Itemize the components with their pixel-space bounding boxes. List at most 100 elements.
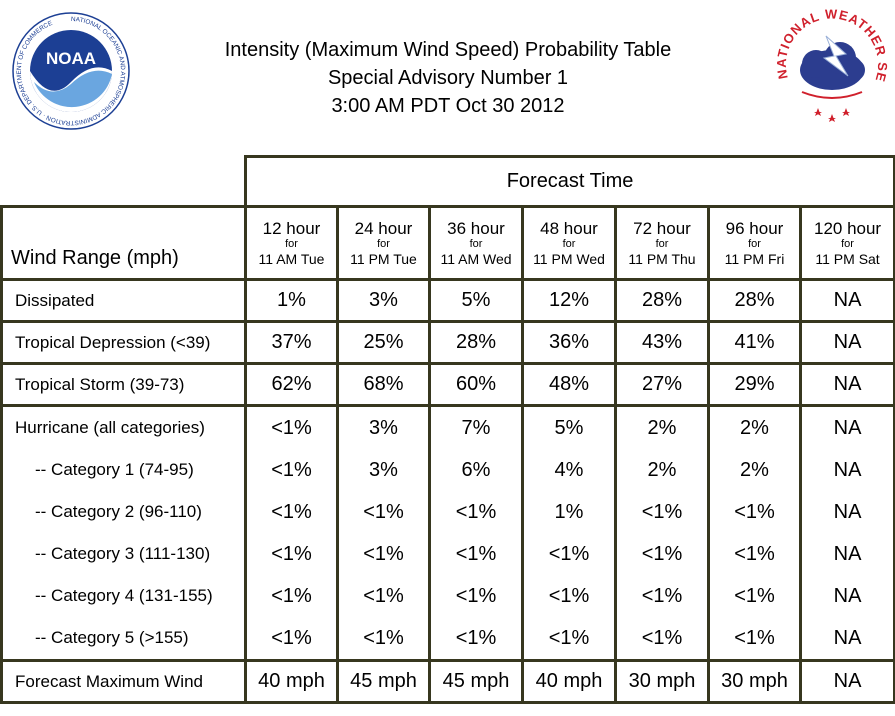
column-header-hour: 36 hour <box>447 218 505 238</box>
row-label: -- Category 3 (111-130) <box>35 544 211 563</box>
value-cell: <1% <box>455 585 497 607</box>
value-cell: <1% <box>641 585 683 607</box>
value-cell: <1% <box>363 543 404 565</box>
value-cell: 45 mph <box>428 659 524 704</box>
value-cell: 2% <box>647 459 677 481</box>
hurricane-group: Hurricane (all categories) -- Category 1 … <box>0 404 895 662</box>
value-cell: NA <box>833 417 862 439</box>
value-cell: <1% <box>271 459 312 481</box>
value-cell: <1% <box>734 501 775 523</box>
hurricane-column-6: NA NA NA NA NA NA <box>798 404 895 662</box>
value-cell: <1% <box>548 585 590 607</box>
value-cell: <1% <box>271 627 312 649</box>
value-cell: 7% <box>461 417 491 439</box>
header: NOAA NATIONAL OCEANIC AND ATMOSPHERIC AD… <box>0 0 895 150</box>
value-cell: 36% <box>521 320 617 365</box>
value-cell: <1% <box>641 543 683 565</box>
column-header-hour: 96 hour <box>725 218 784 238</box>
column-header-hour: 48 hour <box>540 218 598 238</box>
value-cell: 28% <box>707 278 802 323</box>
value-cell: 28% <box>428 320 524 365</box>
value-cell: NA <box>798 362 895 407</box>
value-cell: 30 mph <box>614 659 710 704</box>
column-header-5: 96 hour for 11 PM Fri <box>707 205 802 281</box>
column-header-time: 11 PM Fri <box>724 250 785 267</box>
value-cell: 43% <box>614 320 710 365</box>
value-cell: <1% <box>271 585 312 607</box>
value-cell: 40 mph <box>521 659 617 704</box>
wind-range-header: Wind Range (mph) <box>0 205 247 281</box>
row-label: Hurricane (all categories) <box>15 418 205 437</box>
hurricane-column-5: 2% 2% <1% <1% <1% <1% <box>707 404 802 662</box>
advisory-number: Special Advisory Number 1 <box>327 67 569 89</box>
column-header-time: 11 PM Thu <box>628 250 696 267</box>
forecast-time-header: Forecast Time <box>243 155 895 208</box>
column-header-0: 12 hour for 11 AM Tue <box>244 205 339 281</box>
value-cell: 60% <box>428 362 524 407</box>
value-cell: NA <box>833 459 862 481</box>
value-cell: 40 mph <box>244 659 339 704</box>
column-header-4: 72 hour for 11 PM Thu <box>614 205 710 281</box>
table-row: Tropical Depression (<39) 37% 25% 28% 36% 43%… <box>0 320 895 365</box>
nws-logo: NATIONAL WEATHER SERVICE <box>774 8 890 128</box>
value-cell: 62% <box>244 362 339 407</box>
value-cell: 25% <box>336 320 431 365</box>
column-header-for: for <box>285 237 298 250</box>
value-cell: 1% <box>554 501 584 523</box>
column-header-for: for <box>655 237 669 250</box>
table-row: Dissipated 1% 3% 5% 12% 28% 28% NA <box>0 278 895 323</box>
row-label: Tropical Storm (39-73) <box>0 362 247 407</box>
value-cell: 3% <box>369 459 398 481</box>
value-cell: 37% <box>244 320 339 365</box>
column-header-hour: 72 hour <box>633 218 691 238</box>
column-header-hour: 120 hour <box>813 218 882 238</box>
column-header-for: for <box>377 237 390 250</box>
value-cell: 48% <box>521 362 617 407</box>
column-header-for: for <box>748 237 761 250</box>
table-row: Tropical Storm (39-73) 62% 68% 60% 48% 27% 29%… <box>0 362 895 407</box>
column-header-hour: 24 hour <box>354 218 413 238</box>
value-cell: <1% <box>455 543 497 565</box>
value-cell: NA <box>833 627 862 649</box>
value-cell: <1% <box>734 543 775 565</box>
value-cell: 28% <box>614 278 710 323</box>
column-header-time: 11 AM Wed <box>440 250 512 267</box>
hurricane-labels: Hurricane (all categories) -- Category 1 … <box>0 404 247 662</box>
row-label: -- Category 2 (96-110) <box>35 502 202 521</box>
row-label: Tropical Depression (<39) <box>0 320 247 365</box>
value-cell: <1% <box>363 501 404 523</box>
hurricane-column-0: <1% <1% <1% <1% <1% <1% <box>244 404 339 662</box>
advisory-time: 3:00 AM PDT Oct 30 2012 <box>331 95 565 117</box>
value-cell: 4% <box>554 459 584 481</box>
value-cell: 68% <box>336 362 431 407</box>
column-header-6: 120 hour for 11 PM Sat <box>798 205 895 281</box>
value-cell: <1% <box>363 627 404 649</box>
row-label: -- Category 5 (>155) <box>35 628 189 647</box>
value-cell: 12% <box>521 278 617 323</box>
value-cell: <1% <box>548 543 590 565</box>
column-header-time: 11 PM Tue <box>350 250 417 267</box>
value-cell: <1% <box>363 585 404 607</box>
value-cell: 5% <box>428 278 524 323</box>
value-cell: <1% <box>271 417 312 439</box>
value-cell: <1% <box>271 543 312 565</box>
value-cell: 2% <box>740 417 769 439</box>
probability-table: Forecast Time Wind Range (mph) 12 hour for… <box>0 155 895 704</box>
value-cell: <1% <box>734 585 775 607</box>
value-cell: <1% <box>641 501 683 523</box>
row-label: -- Category 4 (131-155) <box>35 586 213 605</box>
value-cell: 3% <box>369 417 398 439</box>
value-cell: NA <box>798 320 895 365</box>
value-cell: 6% <box>461 459 491 481</box>
row-label: Forecast Maximum Wind <box>0 659 247 704</box>
column-header-3: 48 hour for 11 PM Wed <box>521 205 617 281</box>
row-label: -- Category 1 (74-95) <box>35 460 194 479</box>
empty-corner <box>2 157 246 207</box>
value-cell: NA <box>798 659 895 704</box>
value-cell: <1% <box>271 501 312 523</box>
value-cell: NA <box>798 278 895 323</box>
value-cell: <1% <box>548 627 590 649</box>
noaa-logo: NOAA NATIONAL OCEANIC AND ATMOSPHERIC AD… <box>12 12 130 130</box>
value-cell: 5% <box>554 417 584 439</box>
value-cell: 27% <box>614 362 710 407</box>
